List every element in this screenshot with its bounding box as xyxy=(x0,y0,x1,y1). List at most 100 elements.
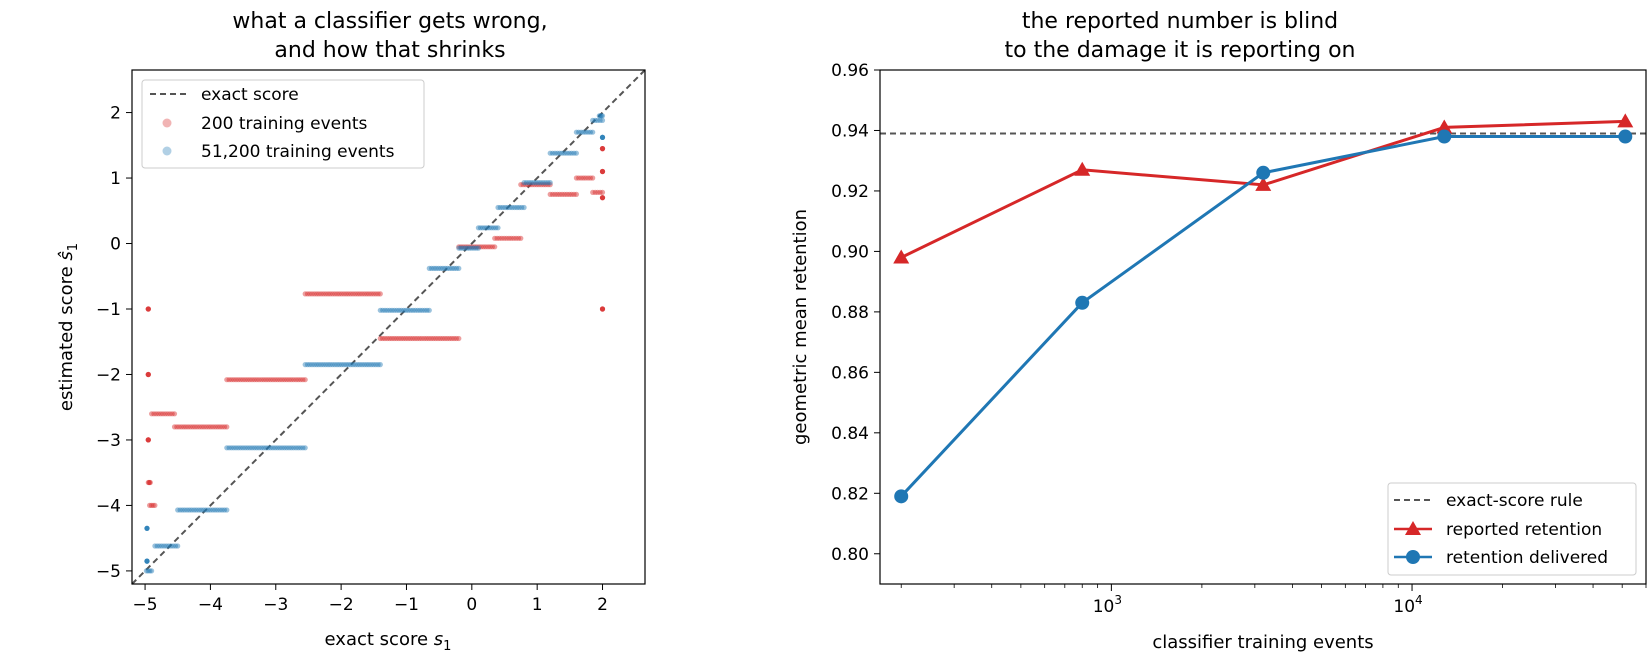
scatter-point xyxy=(200,507,206,513)
scatter-point xyxy=(564,191,570,197)
scatter-point xyxy=(217,424,223,430)
y-tick-label: −2 xyxy=(96,365,121,385)
scatter-point xyxy=(435,335,441,342)
scatter-point xyxy=(176,424,182,430)
scatter-point xyxy=(536,182,542,188)
scatter-point xyxy=(599,146,606,152)
scatter-point xyxy=(599,195,606,201)
scatter-point xyxy=(444,265,450,271)
scatter-point xyxy=(183,424,189,430)
x-tick-label: 104 xyxy=(1393,593,1422,617)
scatter-point xyxy=(518,182,524,188)
x-tick-label: 103 xyxy=(1093,593,1122,617)
scatter-point xyxy=(370,291,377,297)
scatter-point xyxy=(387,335,393,342)
scatter-point xyxy=(440,265,446,271)
scatter-point xyxy=(318,291,324,297)
scatter-point xyxy=(316,291,322,297)
scatter-point xyxy=(580,175,587,181)
scatter-point xyxy=(384,335,390,342)
scatter-point xyxy=(533,180,539,186)
scatter-point xyxy=(221,507,227,513)
y-tick-label: 0 xyxy=(110,235,121,255)
scatter-point xyxy=(364,362,370,368)
scatter-point xyxy=(571,191,577,197)
scatter-point xyxy=(389,335,395,342)
scatter-point xyxy=(599,195,606,201)
scatter-point xyxy=(249,445,255,451)
scatter-point xyxy=(168,543,174,549)
scatter-point xyxy=(325,291,331,297)
scatter-point xyxy=(599,134,606,140)
scatter-point xyxy=(171,411,178,417)
scatter-point xyxy=(550,191,556,197)
y-tick-label: 0.82 xyxy=(831,484,869,504)
scatter-point xyxy=(520,182,526,188)
scatter-point xyxy=(387,307,393,313)
scatter-point xyxy=(334,291,340,297)
y-tick-label: −3 xyxy=(96,431,121,451)
scatter-point xyxy=(377,335,383,342)
scatter-point xyxy=(194,424,200,430)
scatter-point xyxy=(187,424,193,430)
scatter-point xyxy=(492,244,498,250)
scatter-point xyxy=(302,362,308,368)
scatter-point xyxy=(325,362,331,368)
scatter-point xyxy=(499,235,505,241)
scatter-point xyxy=(224,445,230,451)
scatter-point xyxy=(274,445,281,451)
scatter-point xyxy=(268,445,274,451)
scatter-point xyxy=(471,245,477,251)
scatter-point xyxy=(281,377,287,383)
right-ticks: 0.80 0.82 0.84 0.86 0.88 0.90 0.92 0.94 0.96 103 1… xyxy=(831,61,1647,617)
scatter-point xyxy=(238,377,244,383)
scatter-point xyxy=(208,424,214,430)
scatter-point xyxy=(564,150,570,156)
scatter-point xyxy=(327,291,333,297)
right-legend-box xyxy=(1387,482,1637,576)
scatter-point xyxy=(231,377,237,383)
scatter-point xyxy=(597,113,603,119)
legend-marker-51200 xyxy=(162,146,172,156)
scatter-point xyxy=(543,182,549,188)
scatter-point xyxy=(146,479,152,486)
scatter-point xyxy=(496,235,502,241)
scatter-point xyxy=(519,204,525,211)
scatter-point xyxy=(494,235,500,241)
scatter-point xyxy=(599,195,606,201)
scatter-point xyxy=(502,204,508,211)
scatter-point xyxy=(515,235,522,241)
scatter-point xyxy=(152,543,158,549)
scatter-point xyxy=(460,244,466,250)
scatter-point xyxy=(410,335,416,342)
scatter-point xyxy=(144,558,150,564)
scatter-point xyxy=(201,424,207,430)
left-legend-box xyxy=(141,79,425,169)
scatter-point xyxy=(595,117,601,123)
scatter-point xyxy=(569,150,575,156)
scatter-point xyxy=(244,445,251,451)
scatter-point xyxy=(172,543,179,549)
scatter-point xyxy=(599,168,606,175)
scatter-point xyxy=(486,225,492,231)
scatter-point xyxy=(446,335,453,342)
scatter-point xyxy=(412,335,418,342)
scatter-point xyxy=(258,445,264,451)
scatter-point xyxy=(451,265,457,271)
scatter-point xyxy=(298,445,304,451)
y-tick-label: 2 xyxy=(110,104,121,124)
scatter-point xyxy=(456,265,462,271)
scatter-point xyxy=(145,479,151,486)
scatter-point xyxy=(244,377,251,383)
scatter-point xyxy=(475,245,481,251)
scatter-point xyxy=(384,307,390,313)
scatter-point xyxy=(175,543,181,549)
scatter-point xyxy=(599,168,606,175)
scatter-point xyxy=(152,502,158,508)
legend-label-delivered: retention delivered xyxy=(1446,548,1608,568)
scatter-point xyxy=(352,291,358,297)
scatter-point xyxy=(424,307,430,313)
scatter-point xyxy=(527,182,533,188)
scatter-point xyxy=(277,377,283,383)
